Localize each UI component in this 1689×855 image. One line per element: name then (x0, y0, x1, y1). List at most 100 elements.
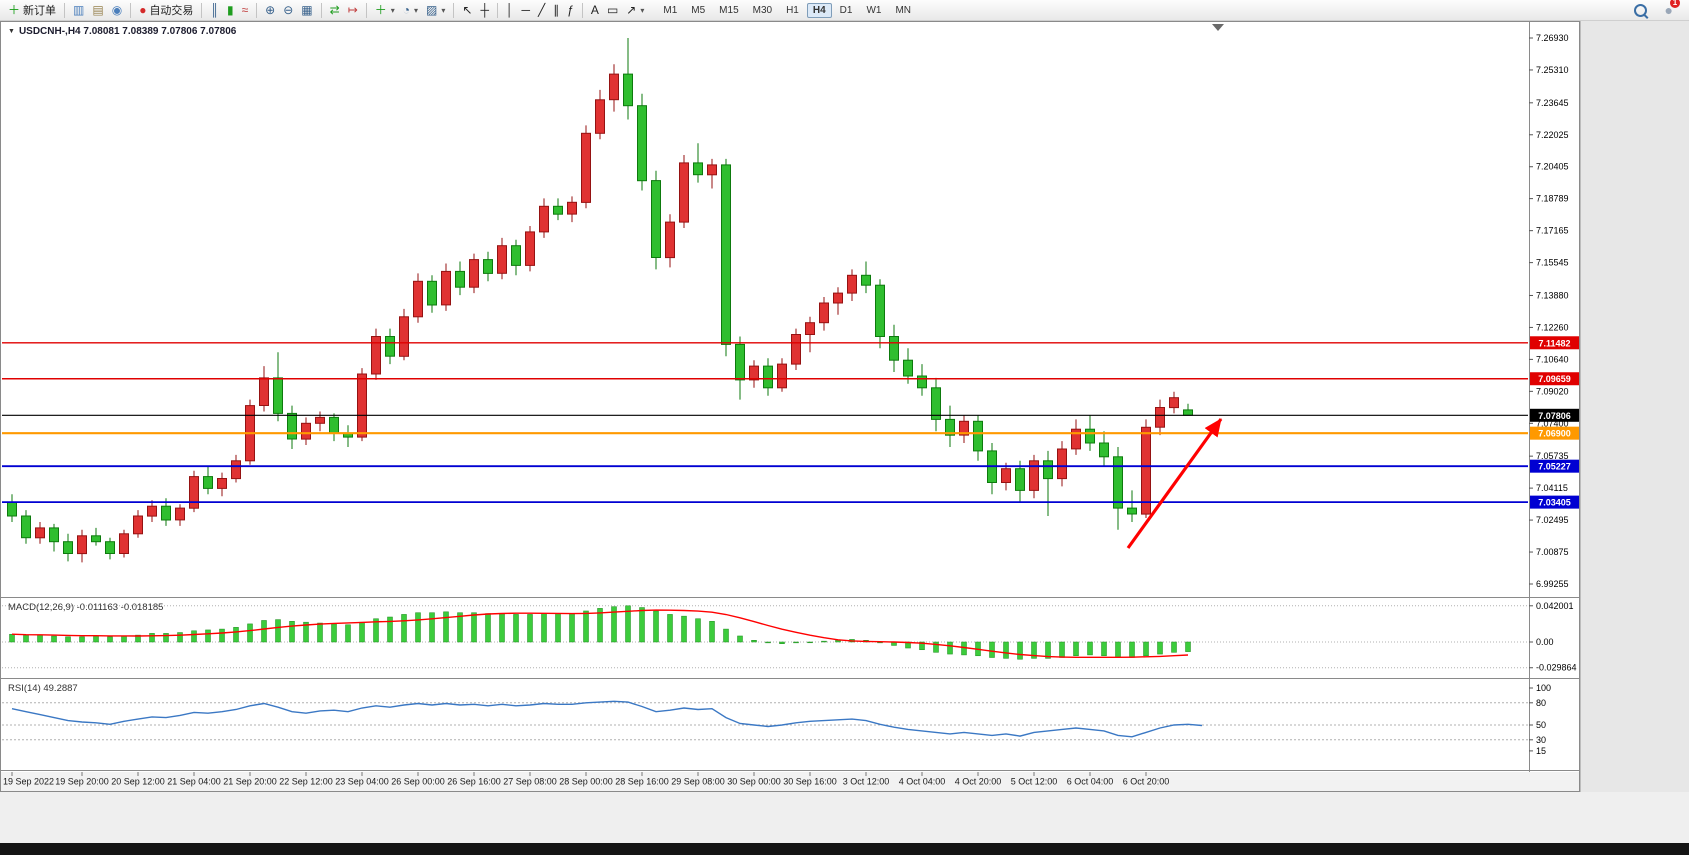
cursor-button[interactable]: ↖ (458, 0, 476, 20)
candle (483, 259, 493, 274)
timeframe-m1[interactable]: M1 (663, 4, 678, 16)
price-tick-label: 7.17165 (1536, 226, 1569, 236)
bar-chart-button[interactable]: ║ (206, 0, 223, 20)
templates-button[interactable]: ▨ ▾ (422, 0, 449, 20)
macd-bar (1087, 641, 1093, 656)
macd-bar (107, 636, 113, 643)
candle (931, 387, 941, 420)
text-label-button[interactable]: ▭ (603, 0, 622, 20)
line-chart-button[interactable]: ≈ (238, 0, 253, 20)
timeframe-h4[interactable]: H4 (806, 2, 832, 18)
tile-windows-icon: ▦ (301, 3, 313, 17)
candle (903, 359, 913, 377)
toolbar-separator (64, 2, 66, 18)
vertical-line-button[interactable]: │ (502, 0, 518, 20)
price-tag-7.07806 (1530, 408, 1579, 422)
autotrading-button[interactable]: ● 自动交易 (135, 0, 197, 20)
caret-down-icon: ▾ (414, 5, 419, 15)
macd-bar (373, 618, 379, 643)
time-label: 6 Oct 20:00 (1123, 777, 1170, 787)
candle (847, 274, 857, 294)
zoom-in-button[interactable]: ⊕ (261, 0, 279, 20)
chart-shift-button[interactable]: ↦ (344, 0, 362, 20)
arrows-button[interactable]: ↗ ▾ (622, 0, 648, 20)
candle (105, 541, 115, 555)
notifications-button[interactable]: ● 1 (1661, 0, 1680, 20)
price-tick-label: 7.23645 (1536, 98, 1569, 108)
horizontal-line-button[interactable]: ─ (517, 0, 534, 20)
new-order-button[interactable]: ＋新订单 (4, 0, 60, 20)
candle (777, 363, 787, 389)
trendline-button[interactable]: ╱ (534, 0, 549, 20)
price-tick-label: 7.18789 (1536, 194, 1569, 204)
timeframe-d1[interactable]: D1 (839, 4, 853, 16)
toolbar: ＋新订单 ▥ ▤ ◉ ● 自动交易 ║ ▮ ≈ ⊕ ⊖ ▦ ⇄ ↦ ＋ ▾ ◔ ▾ ▨ ▾ ↖ ┼ │ ─ ╱ ∥ ƒ A ▭ ↗ ▾ M1… (0, 0, 1689, 21)
chart-shift-marker[interactable] (1212, 24, 1224, 31)
timeframe-mn[interactable]: MN (895, 4, 912, 16)
market-watch-button[interactable]: ◉ (108, 0, 126, 20)
periods-button[interactable]: ◔ ▾ (399, 0, 422, 20)
auto-scroll-button[interactable]: ⇄ (326, 0, 344, 20)
timeframe-w1[interactable]: W1 (866, 4, 882, 16)
price-tag-label: 7.07806 (1538, 411, 1571, 421)
candle (735, 343, 745, 381)
macd-bar (541, 613, 547, 643)
macd-bar (261, 620, 267, 643)
toolbar-right: ● 1 (1630, 0, 1685, 20)
profiles-button[interactable]: ▤ (88, 0, 107, 20)
macd-bar (989, 641, 995, 658)
candle (581, 132, 591, 203)
indicators-button[interactable]: ＋ ▾ (371, 0, 399, 20)
time-label: 26 Sep 16:00 (447, 777, 501, 787)
new-chart-button[interactable]: ▥ (69, 0, 88, 20)
crosshair-button[interactable]: ┼ (476, 0, 493, 20)
candle (1015, 468, 1025, 491)
text-button[interactable]: A (587, 0, 603, 20)
candle (637, 105, 647, 182)
tile-windows-button[interactable]: ▦ (297, 0, 316, 20)
macd-bar (177, 632, 183, 643)
candle (399, 316, 409, 357)
macd-bar (121, 635, 127, 643)
channel-button[interactable]: ∥ (549, 0, 563, 20)
macd-bar (779, 641, 785, 644)
fibonacci-button[interactable]: ƒ (563, 0, 578, 20)
macd-bar (275, 619, 281, 643)
zoom-out-button[interactable]: ⊖ (279, 0, 297, 20)
timeframe-m30[interactable]: M30 (752, 4, 773, 16)
macd-bar (205, 629, 211, 643)
candle (21, 515, 31, 539)
macd-bar (443, 611, 449, 643)
candle (161, 505, 171, 521)
timeframe-m5[interactable]: M5 (691, 4, 706, 16)
timeframe-h1[interactable]: H1 (786, 4, 799, 16)
candlestick-chart-button[interactable]: ▮ (223, 0, 238, 20)
candle (721, 164, 731, 345)
candle (1099, 442, 1109, 458)
time-label: 21 Sep 20:00 (223, 777, 277, 787)
candle (385, 336, 395, 357)
candle (63, 541, 73, 555)
candle (623, 73, 633, 107)
cursor-icon: ↖ (462, 3, 473, 17)
candle (1029, 460, 1039, 491)
fibonacci-icon: ƒ (567, 3, 574, 17)
time-axis[interactable] (0, 772, 1580, 791)
timeframe-m15[interactable]: M15 (719, 4, 739, 16)
time-label: 28 Sep 00:00 (559, 777, 613, 787)
candle (609, 73, 619, 101)
templates-icon: ▨ (426, 3, 438, 17)
candle (833, 292, 843, 304)
candles (7, 38, 1193, 563)
candle (707, 164, 717, 176)
chart-canvas[interactable]: 19 Sep 2022 19 Sep 20:00 20 Sep 12:00 21 Se… (0, 21, 1580, 792)
candle (77, 535, 87, 555)
candle (749, 365, 759, 381)
candle (175, 507, 185, 521)
macd-bar (737, 635, 743, 643)
trend-arrow[interactable] (1126, 418, 1223, 549)
search-button[interactable] (1630, 0, 1651, 20)
macd-bar (1115, 641, 1121, 658)
macd-bar (793, 641, 799, 644)
macd-bar (191, 630, 197, 643)
